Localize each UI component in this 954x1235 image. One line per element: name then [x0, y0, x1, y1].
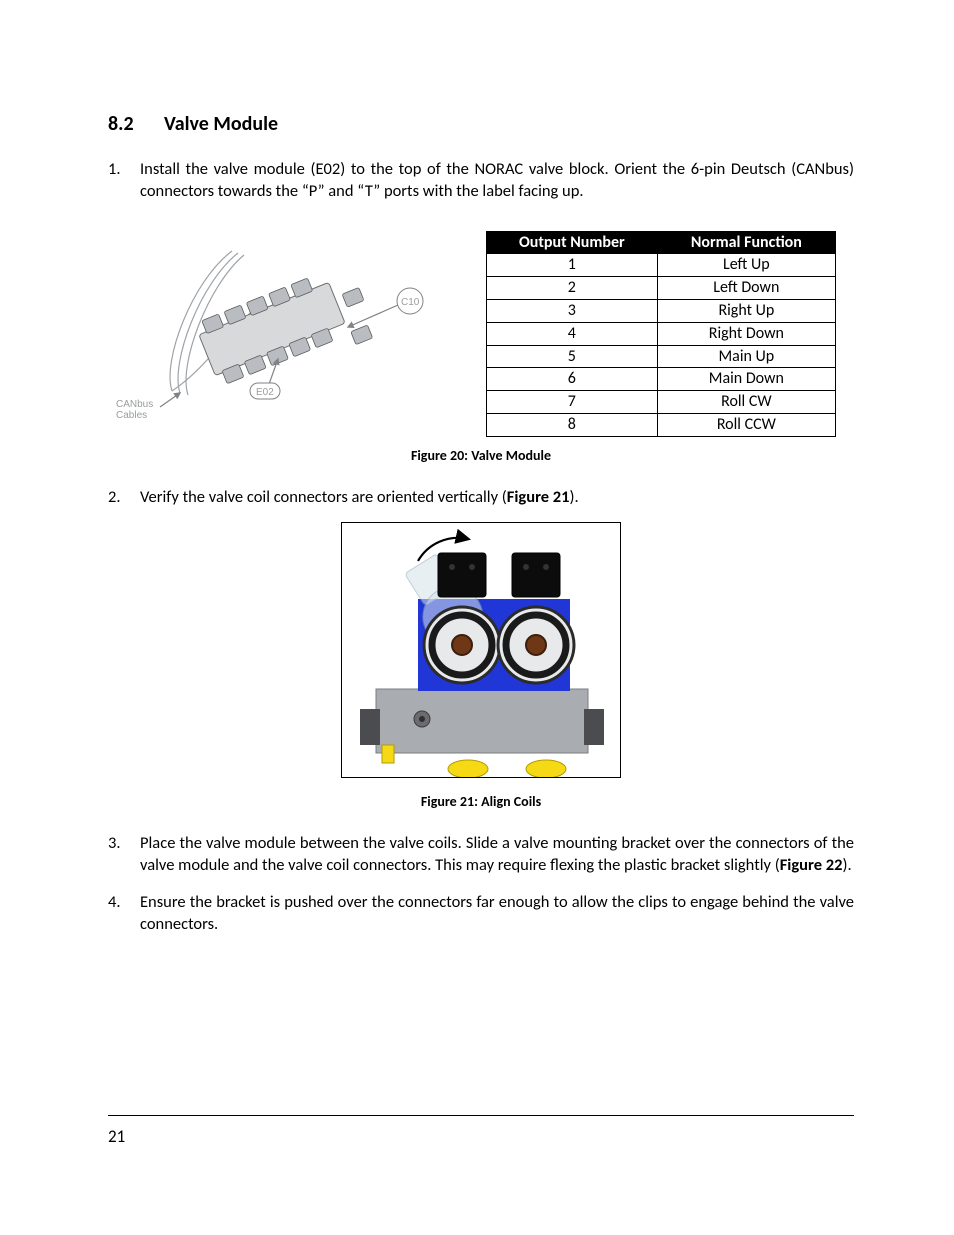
- table-cell: Main Down: [657, 368, 835, 391]
- output-function-table: Output Number Normal Function 1Left Up2L…: [486, 231, 836, 437]
- steps-list: 1. Install the valve module (E02) to the…: [108, 158, 854, 203]
- step-4: 4. Ensure the bracket is pushed over the…: [108, 891, 854, 936]
- valve-block-icon: [360, 689, 604, 778]
- table-cell: Right Up: [657, 299, 835, 322]
- figure-21-image: [341, 522, 621, 778]
- table-cell: 4: [487, 322, 658, 345]
- table-cell: Main Up: [657, 345, 835, 368]
- page-number: 21: [108, 1126, 125, 1147]
- table-row: 1Left Up: [487, 254, 836, 277]
- canbus-label-2: Cables: [116, 410, 147, 421]
- table-cell: 7: [487, 391, 658, 414]
- section-title: Valve Module: [164, 112, 278, 136]
- col-output-number: Output Number: [487, 231, 658, 254]
- table-cell: Right Down: [657, 322, 835, 345]
- steps-list-2: 2. Verify the valve coil connectors are …: [108, 486, 854, 508]
- step-text: Verify the valve coil connectors are ori…: [140, 486, 854, 508]
- table-row: 3Right Up: [487, 299, 836, 322]
- valve-module-icon: [194, 261, 378, 397]
- table-cell: Left Down: [657, 277, 835, 300]
- figure-20-caption: Figure 20: Valve Module: [108, 447, 854, 464]
- svg-text:E02: E02: [256, 387, 274, 398]
- col-normal-function: Normal Function: [657, 231, 835, 254]
- figure-21-wrap: Figure 21: Align Coils: [108, 522, 854, 810]
- step-1: 1. Install the valve module (E02) to the…: [108, 158, 854, 203]
- table-header-row: Output Number Normal Function: [487, 231, 836, 254]
- figure-20-row: CANbus Cables: [108, 221, 854, 437]
- table-cell: Left Up: [657, 254, 835, 277]
- right-coil-icon: [498, 553, 574, 683]
- page-footer: 21: [108, 1115, 854, 1147]
- table-cell: Roll CCW: [657, 413, 835, 436]
- table-row: 5Main Up: [487, 345, 836, 368]
- canbus-label: CANbus: [116, 399, 153, 410]
- step-text: Ensure the bracket is pushed over the co…: [140, 891, 854, 936]
- table-cell: 6: [487, 368, 658, 391]
- steps-list-3: 3. Place the valve module between the va…: [108, 832, 854, 935]
- section-heading: 8.2Valve Module: [108, 112, 854, 136]
- table-cell: 8: [487, 413, 658, 436]
- figure-20-image: CANbus Cables: [112, 221, 430, 421]
- figure-21-caption: Figure 21: Align Coils: [108, 793, 854, 810]
- table-cell: 5: [487, 345, 658, 368]
- step-marker: 3.: [108, 832, 140, 877]
- table-cell: 2: [487, 277, 658, 300]
- table-row: 7Roll CW: [487, 391, 836, 414]
- table-cell: 3: [487, 299, 658, 322]
- step-marker: 2.: [108, 486, 140, 508]
- step-text: Place the valve module between the valve…: [140, 832, 854, 877]
- table-cell: 1: [487, 254, 658, 277]
- table-row: 6Main Down: [487, 368, 836, 391]
- section-number: 8.2: [108, 112, 164, 136]
- table-cell: Roll CW: [657, 391, 835, 414]
- table-row: 8Roll CCW: [487, 413, 836, 436]
- step-2: 2. Verify the valve coil connectors are …: [108, 486, 854, 508]
- table-row: 2Left Down: [487, 277, 836, 300]
- step-marker: 4.: [108, 891, 140, 936]
- svg-text:C10: C10: [401, 297, 420, 308]
- table-row: 4Right Down: [487, 322, 836, 345]
- step-3: 3. Place the valve module between the va…: [108, 832, 854, 877]
- step-text: Install the valve module (E02) to the to…: [140, 158, 854, 203]
- step-marker: 1.: [108, 158, 140, 203]
